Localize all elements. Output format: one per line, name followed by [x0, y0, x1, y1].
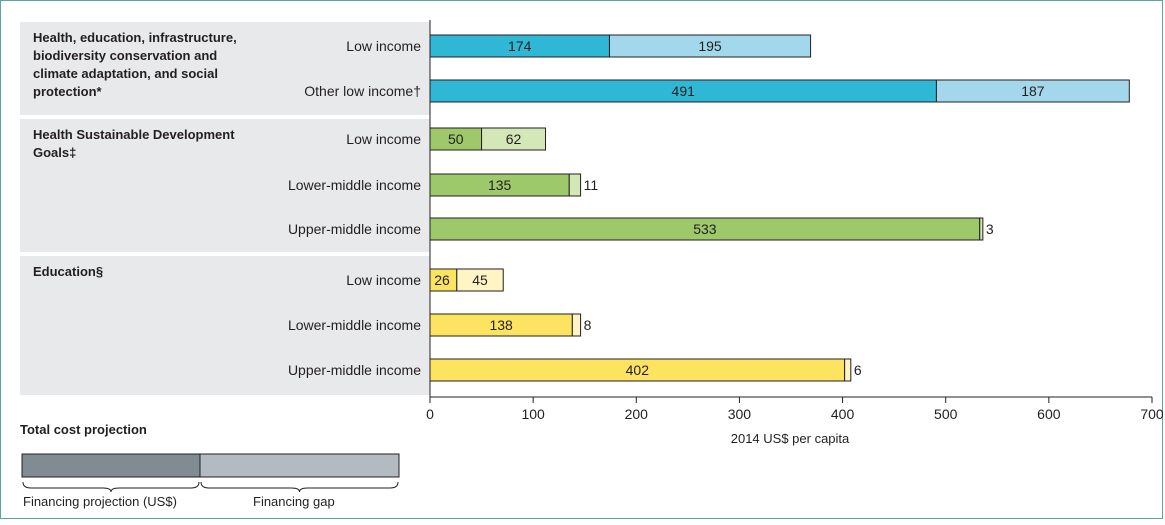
panel-background	[20, 256, 430, 395]
panel-title: Education§	[33, 264, 103, 279]
bar-value-projection: 135	[488, 177, 512, 193]
bar-value-gap: 11	[584, 177, 599, 193]
bar-gap	[935, 79, 1130, 103]
panel-title: Health, education, infrastructure,	[33, 30, 237, 45]
legend-title: Total cost projection	[20, 422, 147, 437]
bar-value-gap: 6	[854, 362, 862, 378]
bar-value-gap: 187	[1021, 83, 1045, 99]
labels-layer: Health, education, infrastructure, biodiv…	[33, 30, 1045, 378]
panel-background	[20, 119, 430, 252]
row-label: Lower-middle income	[288, 177, 421, 193]
panel-background	[20, 22, 430, 115]
legend-swatch-gap	[199, 453, 400, 478]
legend: Total cost projection Financing projectio…	[20, 422, 400, 509]
panel-title: protection*	[33, 84, 103, 99]
bar-gap	[844, 358, 852, 382]
bar-value-gap: 62	[506, 131, 522, 147]
bar-value-gap: 3	[986, 221, 994, 237]
x-tick-label: 0	[426, 406, 434, 422]
row-label: Other low income†	[304, 83, 421, 99]
panel-title: Goals‡	[33, 145, 76, 160]
panel-title: biodiversity conservation and	[33, 48, 217, 63]
panel-backgrounds	[20, 22, 430, 395]
x-tick-label: 700	[1140, 406, 1164, 422]
x-tick-label: 600	[1037, 406, 1061, 422]
bar-value-gap: 8	[584, 317, 592, 333]
legend-label-projection: Financing projection (US$)	[23, 494, 177, 509]
x-axis-title: 2014 US$ per capita	[731, 431, 850, 446]
bar-value-gap: 195	[698, 38, 722, 54]
row-label: Low income	[346, 38, 421, 54]
x-tick-label: 100	[521, 406, 545, 422]
bar-gap	[979, 217, 984, 241]
bars-layer	[429, 34, 1130, 382]
row-label: Upper-middle income	[288, 221, 421, 237]
legend-label-gap: Financing gap	[253, 494, 335, 509]
bar-value-projection: 138	[489, 317, 513, 333]
bar-gap	[608, 34, 812, 58]
bar-value-projection: 174	[508, 38, 532, 54]
panel-title: Health Sustainable Development	[33, 127, 235, 142]
x-tick-label: 300	[728, 406, 752, 422]
x-tick-label: 200	[625, 406, 649, 422]
x-axis: 0 100 200 300 400 500 600 700 2014 US$ per capit…	[426, 20, 1164, 446]
bar-value-gap: 45	[472, 272, 488, 288]
row-label: Upper-middle income	[288, 362, 421, 378]
row-label: Low income	[346, 272, 421, 288]
row-label: Low income	[346, 131, 421, 147]
panel-title: climate adaptation, and social	[33, 66, 218, 81]
legend-brace-projection	[22, 481, 200, 493]
row-label: Lower-middle income	[288, 317, 421, 333]
bar-gap	[481, 127, 547, 151]
bar-value-projection: 402	[626, 362, 650, 378]
legend-brace-gap	[200, 481, 399, 493]
bar-value-projection: 26	[434, 272, 450, 288]
bar-value-projection: 50	[448, 131, 464, 147]
x-tick-label: 500	[934, 406, 958, 422]
x-tick-label: 400	[831, 406, 855, 422]
bar-value-projection: 491	[672, 83, 696, 99]
bar-value-projection: 533	[693, 221, 717, 237]
bar-gap	[571, 313, 582, 337]
legend-swatch-projection	[21, 453, 201, 478]
bar-gap	[568, 173, 582, 197]
bar-gap	[456, 268, 504, 292]
